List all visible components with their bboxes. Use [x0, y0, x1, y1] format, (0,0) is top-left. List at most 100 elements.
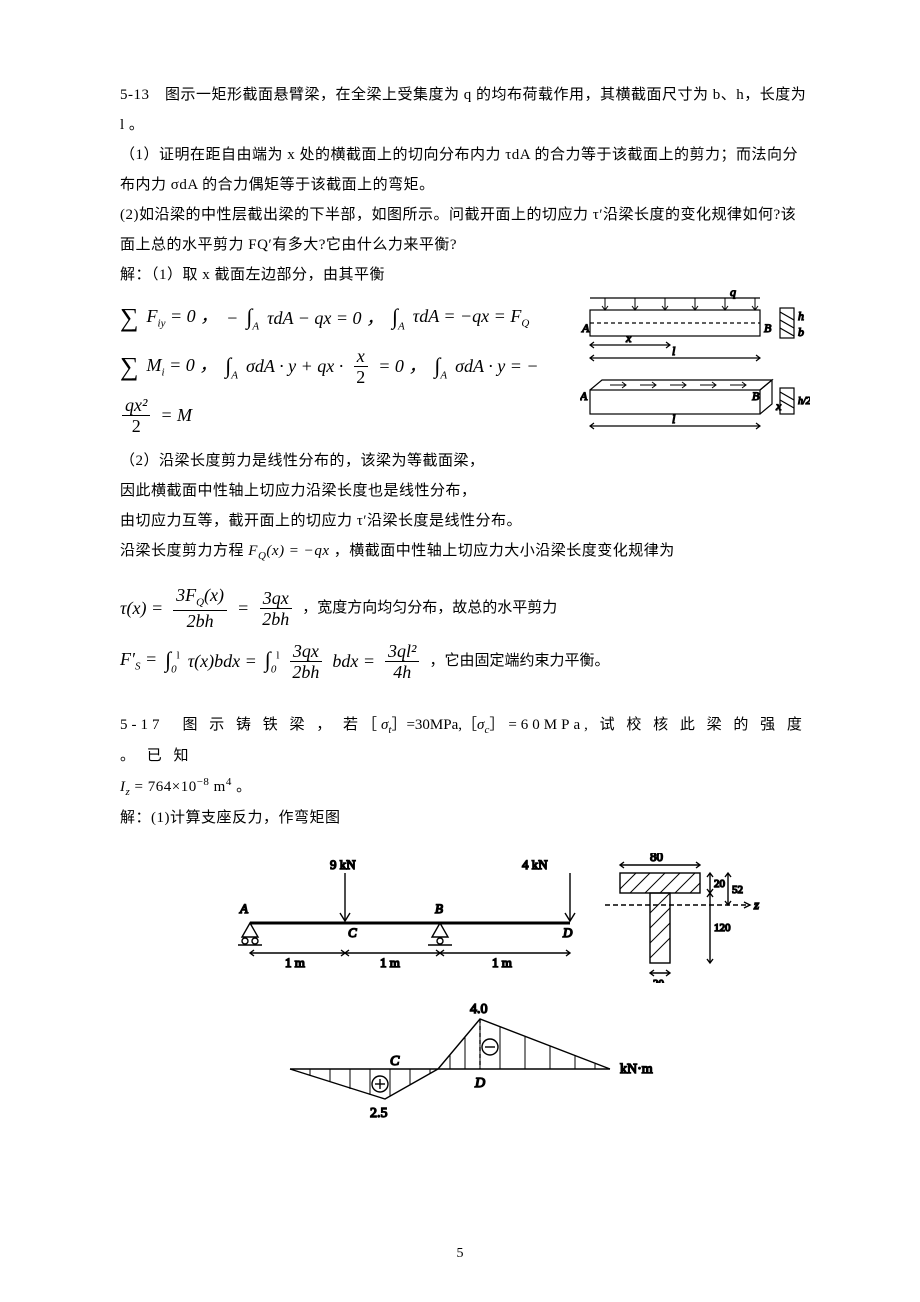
svg-text:20: 20 [653, 978, 665, 983]
svg-text:A: A [239, 901, 248, 916]
equation-tau: τ(x) = 3FQ(x) 2bh = 3qx 2bh ，宽度方向均匀分布，故总… [120, 585, 810, 631]
numerator: 3ql² [385, 641, 419, 662]
figure-5-13: q A B x l h b [580, 290, 810, 460]
denominator: 2bh [289, 662, 322, 682]
text: 5-13 图示一矩形截面悬臂梁，在全梁上受集度为 q 的均布荷载作用，其横截面尺… [120, 87, 806, 133]
p513-sol-head: 解：（1）取 x 截面左边部分，由其平衡 [120, 260, 810, 290]
p517-sol: 解：(1)计算支座反力，作弯矩图 [120, 803, 810, 833]
fraction: 3FQ(x) 2bh [173, 585, 227, 631]
p517-heading: 5-17 图 示 铸 铁 梁 ， 若［σt］=30MPa,［σc］=60MPa,… [120, 710, 810, 771]
p513-part2: (2)如沿梁的中性层截出梁的下半部，如图所示。问截开面上的切应力 τ′沿梁长度的… [120, 200, 810, 260]
svg-text:x: x [625, 331, 632, 345]
eq-text: τdA − qx = 0 ， [267, 306, 384, 331]
denominator: 2 [129, 416, 144, 436]
integral-icon: ∫A [392, 302, 405, 335]
integral-icon: ∫0l [165, 645, 180, 678]
text: 沿梁长度剪力方程 [120, 543, 244, 559]
svg-text:1 m: 1 m [380, 955, 400, 970]
numerator: x [354, 346, 368, 367]
svg-text:A: A [581, 321, 590, 335]
svg-text:h/2: h/2 [798, 396, 810, 407]
text: ］=30MPa,［ [391, 717, 477, 733]
eq-text: Fiy = 0 ， [147, 304, 219, 332]
figure-5-17-beam: A B 9 kN C 4 kN D 1 m 1 m 1 [230, 853, 810, 983]
text: 。 [236, 779, 252, 795]
svg-text:C: C [390, 1054, 400, 1069]
denominator: 2bh [259, 609, 292, 629]
fraction: 3qx 2bh [289, 641, 322, 682]
p513-p2-l3: 由切应力互等，截开面上的切应力 τ′沿梁长度是线性分布。 [120, 506, 810, 536]
eq-text: = [237, 596, 249, 621]
text: 由切应力互等，截开面上的切应力 τ′沿梁长度是线性分布。 [120, 513, 522, 529]
eq-text: F′S = [120, 647, 157, 675]
integral-icon: ∫A [225, 351, 238, 384]
equation-fy: ∑ Fiy = 0 ， − ∫A τdA − qx = 0 ， ∫A τdA =… [120, 300, 562, 336]
eq-text: Mi = 0 ， [147, 353, 218, 381]
iz-unit: m [214, 779, 226, 795]
svg-text:9 kN: 9 kN [330, 857, 356, 872]
svg-text:80: 80 [650, 853, 663, 864]
figure-5-17-moment: 4.0 2.5 C D kN·m [270, 989, 810, 1129]
svg-text:D: D [562, 925, 573, 940]
text: （2）沿梁长度剪力是线性分布的，该梁为等截面梁， [120, 453, 485, 469]
sigma-c: σc [477, 717, 489, 733]
eq-inline: FQ(x) = −qx [248, 543, 329, 559]
svg-text:1 m: 1 m [285, 955, 305, 970]
eq-text: − [226, 306, 238, 331]
eq-text: σdA · y = − [455, 354, 538, 379]
p513-p2-l2: 因此横截面中性轴上切应力沿梁长度也是线性分布， [120, 476, 562, 506]
p513-p2-l1: （2）沿梁长度剪力是线性分布的，该梁为等截面梁， [120, 446, 562, 476]
svg-text:q: q [730, 290, 736, 299]
svg-text:h: h [798, 309, 804, 323]
svg-text:B: B [752, 389, 760, 403]
sigma-t: σt [381, 717, 391, 733]
svg-text:52: 52 [732, 884, 743, 896]
numerator: 3FQ(x) [173, 585, 227, 611]
svg-text:A: A [580, 389, 588, 403]
iz-exp: −8 [197, 776, 210, 788]
eq-text: τ(x)bdx = [188, 649, 257, 674]
svg-text:l: l [672, 344, 676, 358]
iz-exp2: 4 [226, 776, 232, 788]
iz-symbol: Iz [120, 779, 130, 795]
p513-p2-l4: 沿梁长度剪力方程 FQ(x) = −qx ，横截面中性轴上切应力大小沿梁长度变化… [120, 536, 810, 567]
fraction: x 2 [353, 346, 368, 387]
integral-icon: ∫A [246, 302, 259, 335]
svg-text:kN·m: kN·m [620, 1062, 653, 1077]
eq-tail: ，它由固定端约束力平衡。 [429, 651, 609, 672]
sigma-icon: ∑ [120, 300, 139, 336]
svg-text:z: z [753, 897, 759, 912]
p517-iz: Iz = 764×10−8 m4 。 [120, 771, 810, 803]
numerator: 3qx [260, 588, 292, 609]
text: ，横截面中性轴上切应力大小沿梁长度变化规律为 [334, 543, 675, 559]
denominator: 4h [390, 662, 414, 682]
text: 5-17 图 示 铸 铁 梁 ， 若［ [120, 717, 381, 733]
text: 解：（1）取 x 截面左边部分，由其平衡 [120, 267, 385, 283]
svg-text:20: 20 [714, 878, 726, 890]
numerator: qx² [122, 395, 150, 416]
text: 因此横截面中性轴上切应力沿梁长度也是线性分布， [120, 483, 477, 499]
svg-text:120: 120 [714, 922, 731, 934]
svg-text:4 kN: 4 kN [522, 857, 548, 872]
svg-text:C: C [348, 925, 357, 940]
page-number: 5 [0, 1246, 920, 1262]
p513-heading: 5-13 图示一矩形截面悬臂梁，在全梁上受集度为 q 的均布荷载作用，其横截面尺… [120, 80, 810, 140]
svg-text:D: D [474, 1076, 485, 1091]
fraction: qx² 2 [122, 395, 150, 436]
denominator: 2bh [184, 611, 217, 631]
text: 解：(1)计算支座反力，作弯矩图 [120, 810, 341, 826]
equation-mi: ∑ Mi = 0 ， ∫A σdA · y + qx · x 2 = 0 ， ∫… [120, 346, 562, 436]
eq-text: τdA = −qx = FQ [413, 304, 530, 332]
fraction: 3qx 2bh [259, 588, 292, 629]
svg-text:b: b [798, 325, 804, 339]
integral-icon: ∫A [434, 351, 447, 384]
svg-text:B: B [435, 901, 443, 916]
svg-text:1 m: 1 m [492, 955, 512, 970]
svg-text:2.5: 2.5 [370, 1106, 388, 1121]
eq-text: = 0 ， [378, 354, 426, 379]
svg-text:4.0: 4.0 [470, 1002, 488, 1017]
numerator: 3qx [290, 641, 322, 662]
integral-icon: ∫0l [265, 645, 280, 678]
eq-tail: ，宽度方向均匀分布，故总的水平剪力 [302, 598, 557, 619]
sigma-icon: ∑ [120, 349, 139, 385]
